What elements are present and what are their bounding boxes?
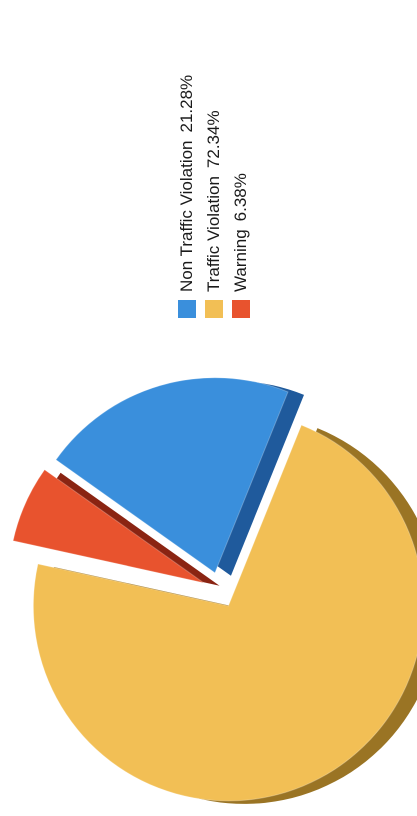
legend-label: Traffic Violation <box>203 176 223 292</box>
pie-slice-non-traffic-violation <box>55 377 289 574</box>
legend-item-traffic-violation: Traffic Violation 72.34% <box>201 0 226 318</box>
pie-slice-warning <box>12 469 204 584</box>
legend-swatch-non-traffic-violation <box>177 300 196 318</box>
legend-label: Warning <box>230 229 250 292</box>
legend-item-non-traffic-violation: Non Traffic Violation 21.28% <box>174 0 199 318</box>
chart-legend: Non Traffic Violation 21.28% Traffic Vio… <box>174 0 262 318</box>
legend-swatch-warning <box>231 300 250 318</box>
legend-value: 6.38% <box>230 173 250 222</box>
legend-item-warning: Warning 6.38% <box>228 0 253 318</box>
legend-value: 72.34% <box>203 110 223 169</box>
legend-swatch-traffic-violation <box>204 300 223 318</box>
pie-slice-traffic-violation <box>32 424 417 802</box>
legend-label: Non Traffic Violation <box>176 140 196 292</box>
legend-value: 21.28% <box>176 74 196 133</box>
